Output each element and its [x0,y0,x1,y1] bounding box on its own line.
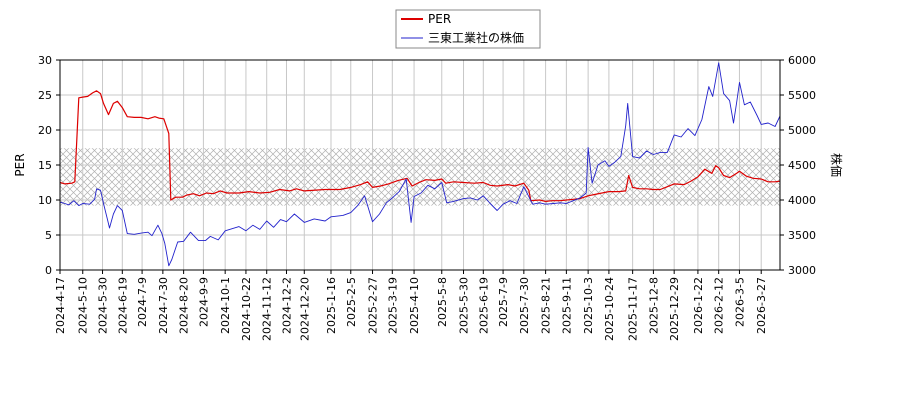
y-left-tick-label: 15 [38,159,52,172]
y-left-tick-label: 30 [38,54,52,67]
y-right-tick-label: 6000 [788,54,816,67]
x-tick-label: 2025-4-10 [408,277,421,334]
y-axis-right: 3000 3500 4000 4500 5000 5500 6000 [780,54,816,277]
x-tick-label: 2025-9-11 [560,277,573,334]
y-right-tick-label: 5500 [788,89,816,102]
x-tick-label: 2024-7-9 [136,277,149,327]
x-tick-label: 2025-5-30 [458,277,471,334]
y-right-tick-label: 5000 [788,124,816,137]
x-axis: 2024-4-17 2024-5-10 2024-5-30 2024-6-19 2024… [54,270,768,341]
legend-label-per: PER [428,12,451,26]
x-tick-label: 2024-5-30 [97,277,110,334]
y-right-tick-label: 4500 [788,159,816,172]
x-tick-label: 2025-2-5 [345,277,358,327]
y-axis-left: 0 5 10 15 20 25 30 [38,54,60,277]
y-axis-right-label: 株価 [829,153,844,177]
x-tick-label: 2024-7-30 [157,277,170,334]
x-tick-label: 2025-12-29 [668,277,681,341]
x-tick-label: 2024-9-9 [197,277,210,327]
x-tick-label: 2025-11-17 [627,277,640,341]
x-tick-label: 2025-2-27 [367,277,380,334]
x-tick-label: 2024-6-19 [116,277,129,334]
series-price-line [60,62,780,267]
x-tick-label: 2024-12-2 [280,277,293,334]
legend-label-price: 三東工業社の株価 [428,30,524,45]
y-left-tick-label: 5 [45,229,52,242]
y-axis-left-label: PER [13,153,27,176]
series-per-line [60,90,780,202]
x-tick-label: 2024-8-20 [178,277,191,334]
y-left-tick-label: 25 [38,89,52,102]
y-right-tick-label: 4000 [788,194,816,207]
x-tick-label: 2026-1-22 [692,277,705,334]
x-tick-label: 2025-7-30 [518,277,531,334]
y-right-tick-label: 3500 [788,229,816,242]
x-tick-label: 2026-3-5 [733,277,746,327]
x-tick-label: 2024-5-10 [77,277,90,334]
x-tick-label: 2025-6-19 [477,277,490,334]
x-tick-label: 2025-7-9 [497,277,510,327]
x-tick-label: 2024-10-22 [240,277,253,341]
series-layer [60,62,780,267]
y-left-tick-label: 0 [45,264,52,277]
x-tick-label: 2025-10-3 [582,277,595,334]
x-tick-label: 2025-10-24 [603,277,616,341]
x-tick-label: 2025-5-8 [436,277,449,327]
x-tick-label: 2024-4-17 [54,277,67,334]
x-tick-label: 2025-1-16 [325,277,338,334]
valuation-band [60,148,780,206]
x-tick-label: 2025-3-19 [386,277,399,334]
legend-box [395,9,541,49]
y-right-tick-label: 3000 [788,264,816,277]
x-tick-label: 2025-8-21 [540,277,553,334]
x-tick-label: 2026-2-12 [713,277,726,334]
band-layer [60,148,780,206]
x-tick-label: 2024-12-20 [298,277,311,341]
x-tick-label: 2024-10-1 [219,277,232,334]
y-left-tick-label: 10 [38,194,52,207]
x-tick-label: 2024-11-12 [261,277,274,341]
x-tick-label: 2025-12-8 [647,277,660,334]
y-left-tick-label: 20 [38,124,52,137]
legend: PER 三東工業社の株価 [395,9,541,49]
x-tick-label: 2026-3-27 [755,277,768,334]
